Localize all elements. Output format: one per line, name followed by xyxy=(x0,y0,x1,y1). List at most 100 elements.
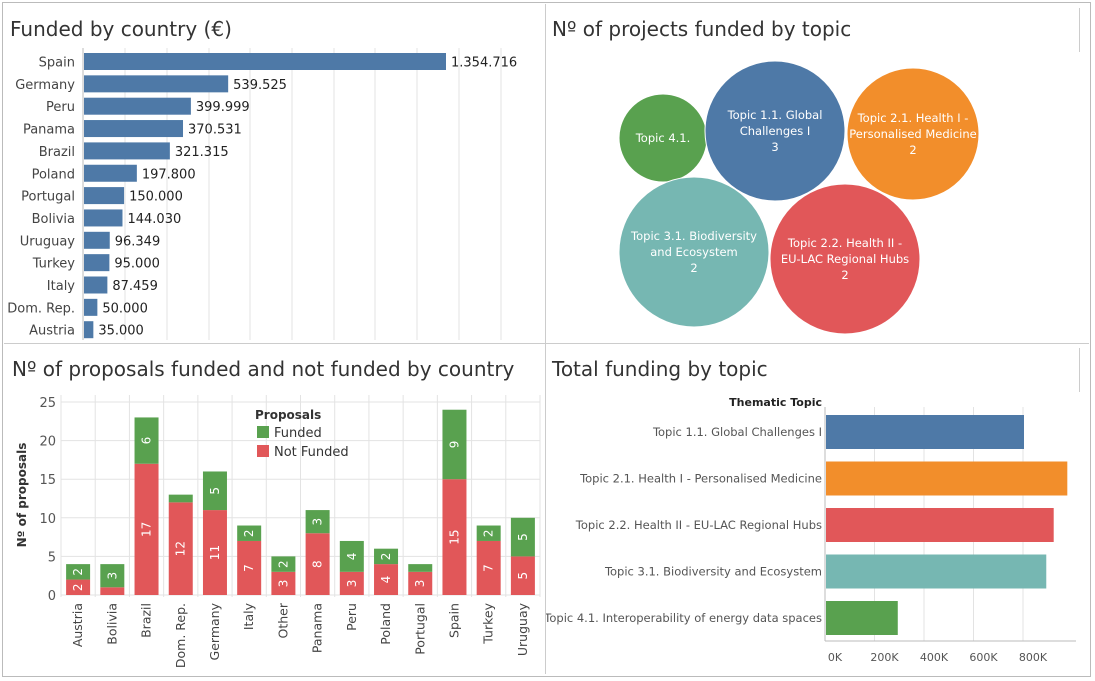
bar xyxy=(84,321,94,339)
bar xyxy=(84,254,110,272)
bar xyxy=(84,187,125,205)
data-label: 12 xyxy=(174,541,188,556)
panel-divider xyxy=(1079,8,1080,52)
data-label: 35.000 xyxy=(98,324,143,339)
bar-segment xyxy=(271,556,296,572)
bar-segment xyxy=(100,564,125,588)
panel-title: Funded by country (€) xyxy=(10,17,232,41)
legend-label: Not Funded xyxy=(274,445,349,460)
y-axis-label: Nº of proposals xyxy=(15,443,29,548)
legend-label: Funded xyxy=(274,426,322,441)
category-label: Topic 1.1. Global Challenges I xyxy=(652,425,822,439)
bar-segment xyxy=(237,540,262,595)
panel-funding-by-topic: Total funding by topic 0K 200K 400K 600K 800… xyxy=(546,345,1080,675)
tick-label: 0 xyxy=(48,589,56,604)
row-header: Thematic Topic xyxy=(729,396,822,409)
category-label: Bolivia xyxy=(104,603,119,645)
bar-segment xyxy=(442,409,467,480)
data-label: 3 xyxy=(105,572,119,580)
panel-divider xyxy=(545,4,546,674)
data-label: 17 xyxy=(140,522,154,537)
bubble-label: Topic 1.1. Global xyxy=(727,108,823,122)
bubble-label: Topic 2.1. Health I - xyxy=(857,111,969,125)
data-label: 6 xyxy=(140,437,154,445)
bar-segment xyxy=(408,564,433,572)
category-label: Bolivia xyxy=(32,212,75,227)
tick-label: 20 xyxy=(39,435,56,450)
bar-segment xyxy=(339,571,364,595)
bar xyxy=(826,461,1068,496)
bar-segment xyxy=(202,510,227,595)
bubble-label: Topic 2.2. Health II - xyxy=(787,236,902,250)
bubble xyxy=(846,67,980,201)
category-label: Germany xyxy=(15,78,75,93)
bubble-label: Challenges I xyxy=(740,124,811,138)
projects-by-topic-chart: Topic 4.1. Topic 1.1. Global Challenges I 3… xyxy=(618,60,980,335)
category-label: Austria xyxy=(29,324,75,339)
bubble-value: 3 xyxy=(771,140,778,154)
tick-label: 10 xyxy=(39,512,56,527)
panel-title: Nº of proposals funded and not funded by… xyxy=(12,357,515,381)
legend-swatch xyxy=(257,445,269,457)
category-label: Dom. Rep. xyxy=(173,603,188,668)
category-label: Panama xyxy=(310,603,325,653)
category-label: Turkey xyxy=(32,257,76,272)
category-label: Peru xyxy=(344,603,359,631)
bar-segment xyxy=(476,540,501,595)
data-label: 1.354.716 xyxy=(451,56,517,71)
data-label: 2 xyxy=(379,553,393,561)
category-label: Spain xyxy=(446,603,461,638)
category-label: Dom. Rep. xyxy=(7,301,75,316)
bar xyxy=(826,601,898,635)
bar xyxy=(826,415,1024,449)
data-label: 2 xyxy=(276,560,290,568)
data-label: 3 xyxy=(276,580,290,588)
data-label: 50.000 xyxy=(102,301,148,316)
data-label: 95.000 xyxy=(114,257,160,272)
category-label: Topic 2.2. Health II - EU-LAC Regional H… xyxy=(575,518,822,532)
data-label: 4 xyxy=(345,553,359,561)
bar-segment xyxy=(202,471,227,511)
bar-segment xyxy=(66,564,91,580)
bar-segment xyxy=(510,556,535,595)
bar-segment xyxy=(168,494,193,503)
category-label: Italy xyxy=(241,602,256,630)
bar-segment xyxy=(374,548,399,565)
panel-title: Total funding by topic xyxy=(552,357,768,381)
bar xyxy=(84,164,137,182)
category-label: Austria xyxy=(70,603,85,647)
data-label: 7 xyxy=(482,564,496,572)
panel-title: Nº of projects funded by topic xyxy=(552,17,852,41)
panel-divider xyxy=(4,343,1089,344)
bubble xyxy=(704,60,846,202)
category-label: Poland xyxy=(378,603,393,645)
bar-segment xyxy=(476,525,501,541)
data-label: 144.030 xyxy=(127,212,181,227)
panel-proposals-by-country: Nº of proposals funded and not funded by… xyxy=(4,345,545,675)
data-label: 87.459 xyxy=(112,279,158,294)
bar-segment xyxy=(339,540,364,572)
category-label: Brazil xyxy=(39,145,75,160)
tick-label: 0K xyxy=(828,651,843,664)
bar xyxy=(84,53,446,70)
data-label: 399.999 xyxy=(196,100,250,115)
data-label: 3 xyxy=(413,580,427,588)
bubble-value: 2 xyxy=(841,268,848,282)
bar-segment xyxy=(134,463,159,595)
bar-segment xyxy=(134,417,159,464)
data-label: 5 xyxy=(516,572,530,580)
bar-segment xyxy=(168,502,193,595)
data-label: 2 xyxy=(71,583,85,591)
data-label: 3 xyxy=(311,518,325,526)
bar xyxy=(84,75,229,93)
bar-segment xyxy=(271,571,296,595)
bar-segment xyxy=(100,587,125,595)
bar-segment xyxy=(510,517,535,557)
data-label: 321.315 xyxy=(175,145,229,160)
data-label: 3 xyxy=(345,580,359,588)
category-label: Portugal xyxy=(412,603,427,655)
data-label: 96.349 xyxy=(115,234,161,249)
data-label: 2 xyxy=(71,568,85,576)
bar-segment xyxy=(442,479,467,595)
